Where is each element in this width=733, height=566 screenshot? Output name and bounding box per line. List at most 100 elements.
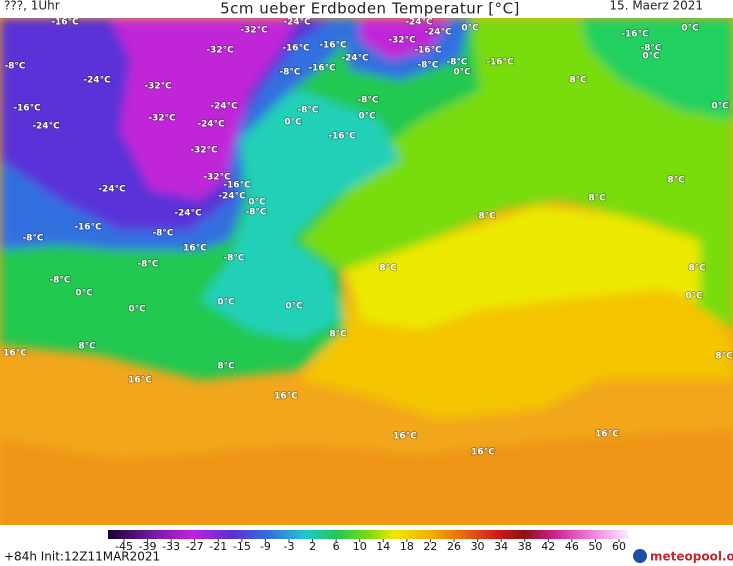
- contour-label: -8°C: [152, 229, 173, 239]
- contour-label: -32°C: [388, 36, 416, 46]
- contour-label: -8°C: [137, 260, 158, 270]
- contour-label: 8°C: [329, 330, 347, 340]
- contour-label: 8°C: [715, 352, 733, 362]
- contour-label: -24°C: [283, 18, 311, 28]
- colorbar-tick-label: 10: [353, 540, 367, 553]
- contour-label: -32°C: [240, 26, 268, 36]
- colorbar: [108, 530, 628, 539]
- contour-label: 8°C: [78, 342, 96, 352]
- contour-label: 16°C: [3, 349, 27, 359]
- contour-label: -8°C: [4, 62, 25, 72]
- logo-text: meteopool.org: [650, 550, 733, 564]
- contour-label: -24°C: [83, 76, 111, 86]
- contour-label: -24°C: [32, 122, 60, 132]
- colorbar-tick-label: 30: [471, 540, 485, 553]
- colorbar-tick-label: 42: [541, 540, 555, 553]
- contour-label: -24°C: [197, 120, 225, 130]
- contour-label: 16°C: [595, 430, 619, 440]
- contour-label: -32°C: [144, 82, 172, 92]
- header-left: ???, 1Uhr: [4, 0, 60, 13]
- map-title: 5cm ueber Erdboden Temperatur [°C]: [220, 0, 520, 18]
- contour-label: -8°C: [417, 61, 438, 71]
- contour-label: 8°C: [688, 264, 706, 274]
- contour-label: 0°C: [642, 52, 660, 62]
- contour-label: -24°C: [405, 18, 433, 28]
- contour-label: -16°C: [51, 18, 79, 28]
- contour-label: 8°C: [588, 194, 606, 204]
- contour-label: -16°C: [223, 181, 251, 191]
- contour-label: -32°C: [203, 173, 231, 183]
- map-field: -16°C -24°C -24°C0°C-32°C-32°C-24°C -16°C0°…: [0, 18, 733, 525]
- contour-label: -24°C: [341, 54, 369, 64]
- colorbar-tick-label: -27: [186, 540, 204, 553]
- contour-label: 8°C: [217, 362, 235, 372]
- contour-label: -32°C: [148, 114, 176, 124]
- contour-label: 0°C: [358, 112, 376, 122]
- contour-label: 0°C: [248, 198, 266, 208]
- contour-label: -8°C: [49, 276, 70, 286]
- contour-label: 0°C: [681, 24, 699, 34]
- contour-label: 0°C: [711, 102, 729, 112]
- contour-label: -24°C: [98, 185, 126, 195]
- contour-label: -16°C: [319, 41, 347, 51]
- colorbar-tick-label: 50: [588, 540, 602, 553]
- contour-label: 0°C: [128, 305, 146, 315]
- contour-label: -8°C: [640, 44, 661, 54]
- logo-icon: [633, 549, 647, 563]
- colorbar-tick-label: -33: [162, 540, 180, 553]
- contour-label: -16°C: [74, 223, 102, 233]
- colorbar-tick-label: 18: [400, 540, 414, 553]
- colorbar-tick-label: 6: [333, 540, 340, 553]
- contour-label: 0°C: [461, 24, 479, 34]
- contour-label: 16°C: [393, 432, 417, 442]
- colorbar-tick-label: 22: [423, 540, 437, 553]
- colorbar-tick-label: 60: [612, 540, 626, 553]
- contour-label: -24°C: [174, 209, 202, 219]
- colorbar-tick-label: 46: [565, 540, 579, 553]
- contour-label: 8°C: [379, 264, 397, 274]
- colorbar-tick-label: -21: [209, 540, 227, 553]
- contour-label: -32°C: [206, 46, 234, 56]
- contour-label: -16°C: [328, 132, 356, 142]
- colorbar-tick-label: 38: [518, 540, 532, 553]
- contour-label: -24°C: [210, 102, 238, 112]
- contour-label: 16°C: [274, 392, 298, 402]
- contour-label: 0°C: [75, 289, 93, 299]
- contour-label: 16°C: [471, 448, 495, 458]
- colorbar-tick-label: -45: [115, 540, 133, 553]
- header-date: 15. Maerz 2021: [609, 0, 703, 13]
- contour-label: -16°C: [13, 104, 41, 114]
- contour-label: -8°C: [223, 254, 244, 264]
- colorbar-tick-label: -39: [139, 540, 157, 553]
- contour-label: -16°C: [486, 58, 514, 68]
- contour-label: -8°C: [446, 58, 467, 68]
- contour-label: -32°C: [190, 146, 218, 156]
- contour-label: 8°C: [478, 212, 496, 222]
- contour-label: -8°C: [279, 68, 300, 78]
- contour-label: -8°C: [357, 96, 378, 106]
- contour-label: -16°C: [621, 30, 649, 40]
- colorbar-tick-label: 34: [494, 540, 508, 553]
- contour-label: -8°C: [297, 106, 318, 116]
- init-time: +84h Init:12Z11MAR2021: [4, 550, 160, 564]
- contour-label: -24°C: [218, 192, 246, 202]
- contour-label: 16°C: [128, 376, 152, 386]
- contour-label: -16°C: [282, 44, 310, 54]
- colorbar-tick-label: 2: [309, 540, 316, 553]
- colorbar-tick-label: 14: [376, 540, 390, 553]
- contour-label: 0°C: [685, 292, 703, 302]
- contour-label: 0°C: [453, 68, 471, 78]
- contour-label: 0°C: [285, 302, 303, 312]
- contour-label: 8°C: [569, 76, 587, 86]
- colorbar-tick-label: -15: [233, 540, 251, 553]
- contour-label: -16°C: [308, 64, 336, 74]
- contour-label: 0°C: [284, 118, 302, 128]
- colorbar-tick-label: -9: [260, 540, 271, 553]
- contour-label: 16°C: [183, 244, 207, 254]
- contour-label: -8°C: [245, 208, 266, 218]
- colorbar-tick-label: 26: [447, 540, 461, 553]
- contour-label: 8°C: [667, 176, 685, 186]
- contour-label: -24°C: [424, 28, 452, 38]
